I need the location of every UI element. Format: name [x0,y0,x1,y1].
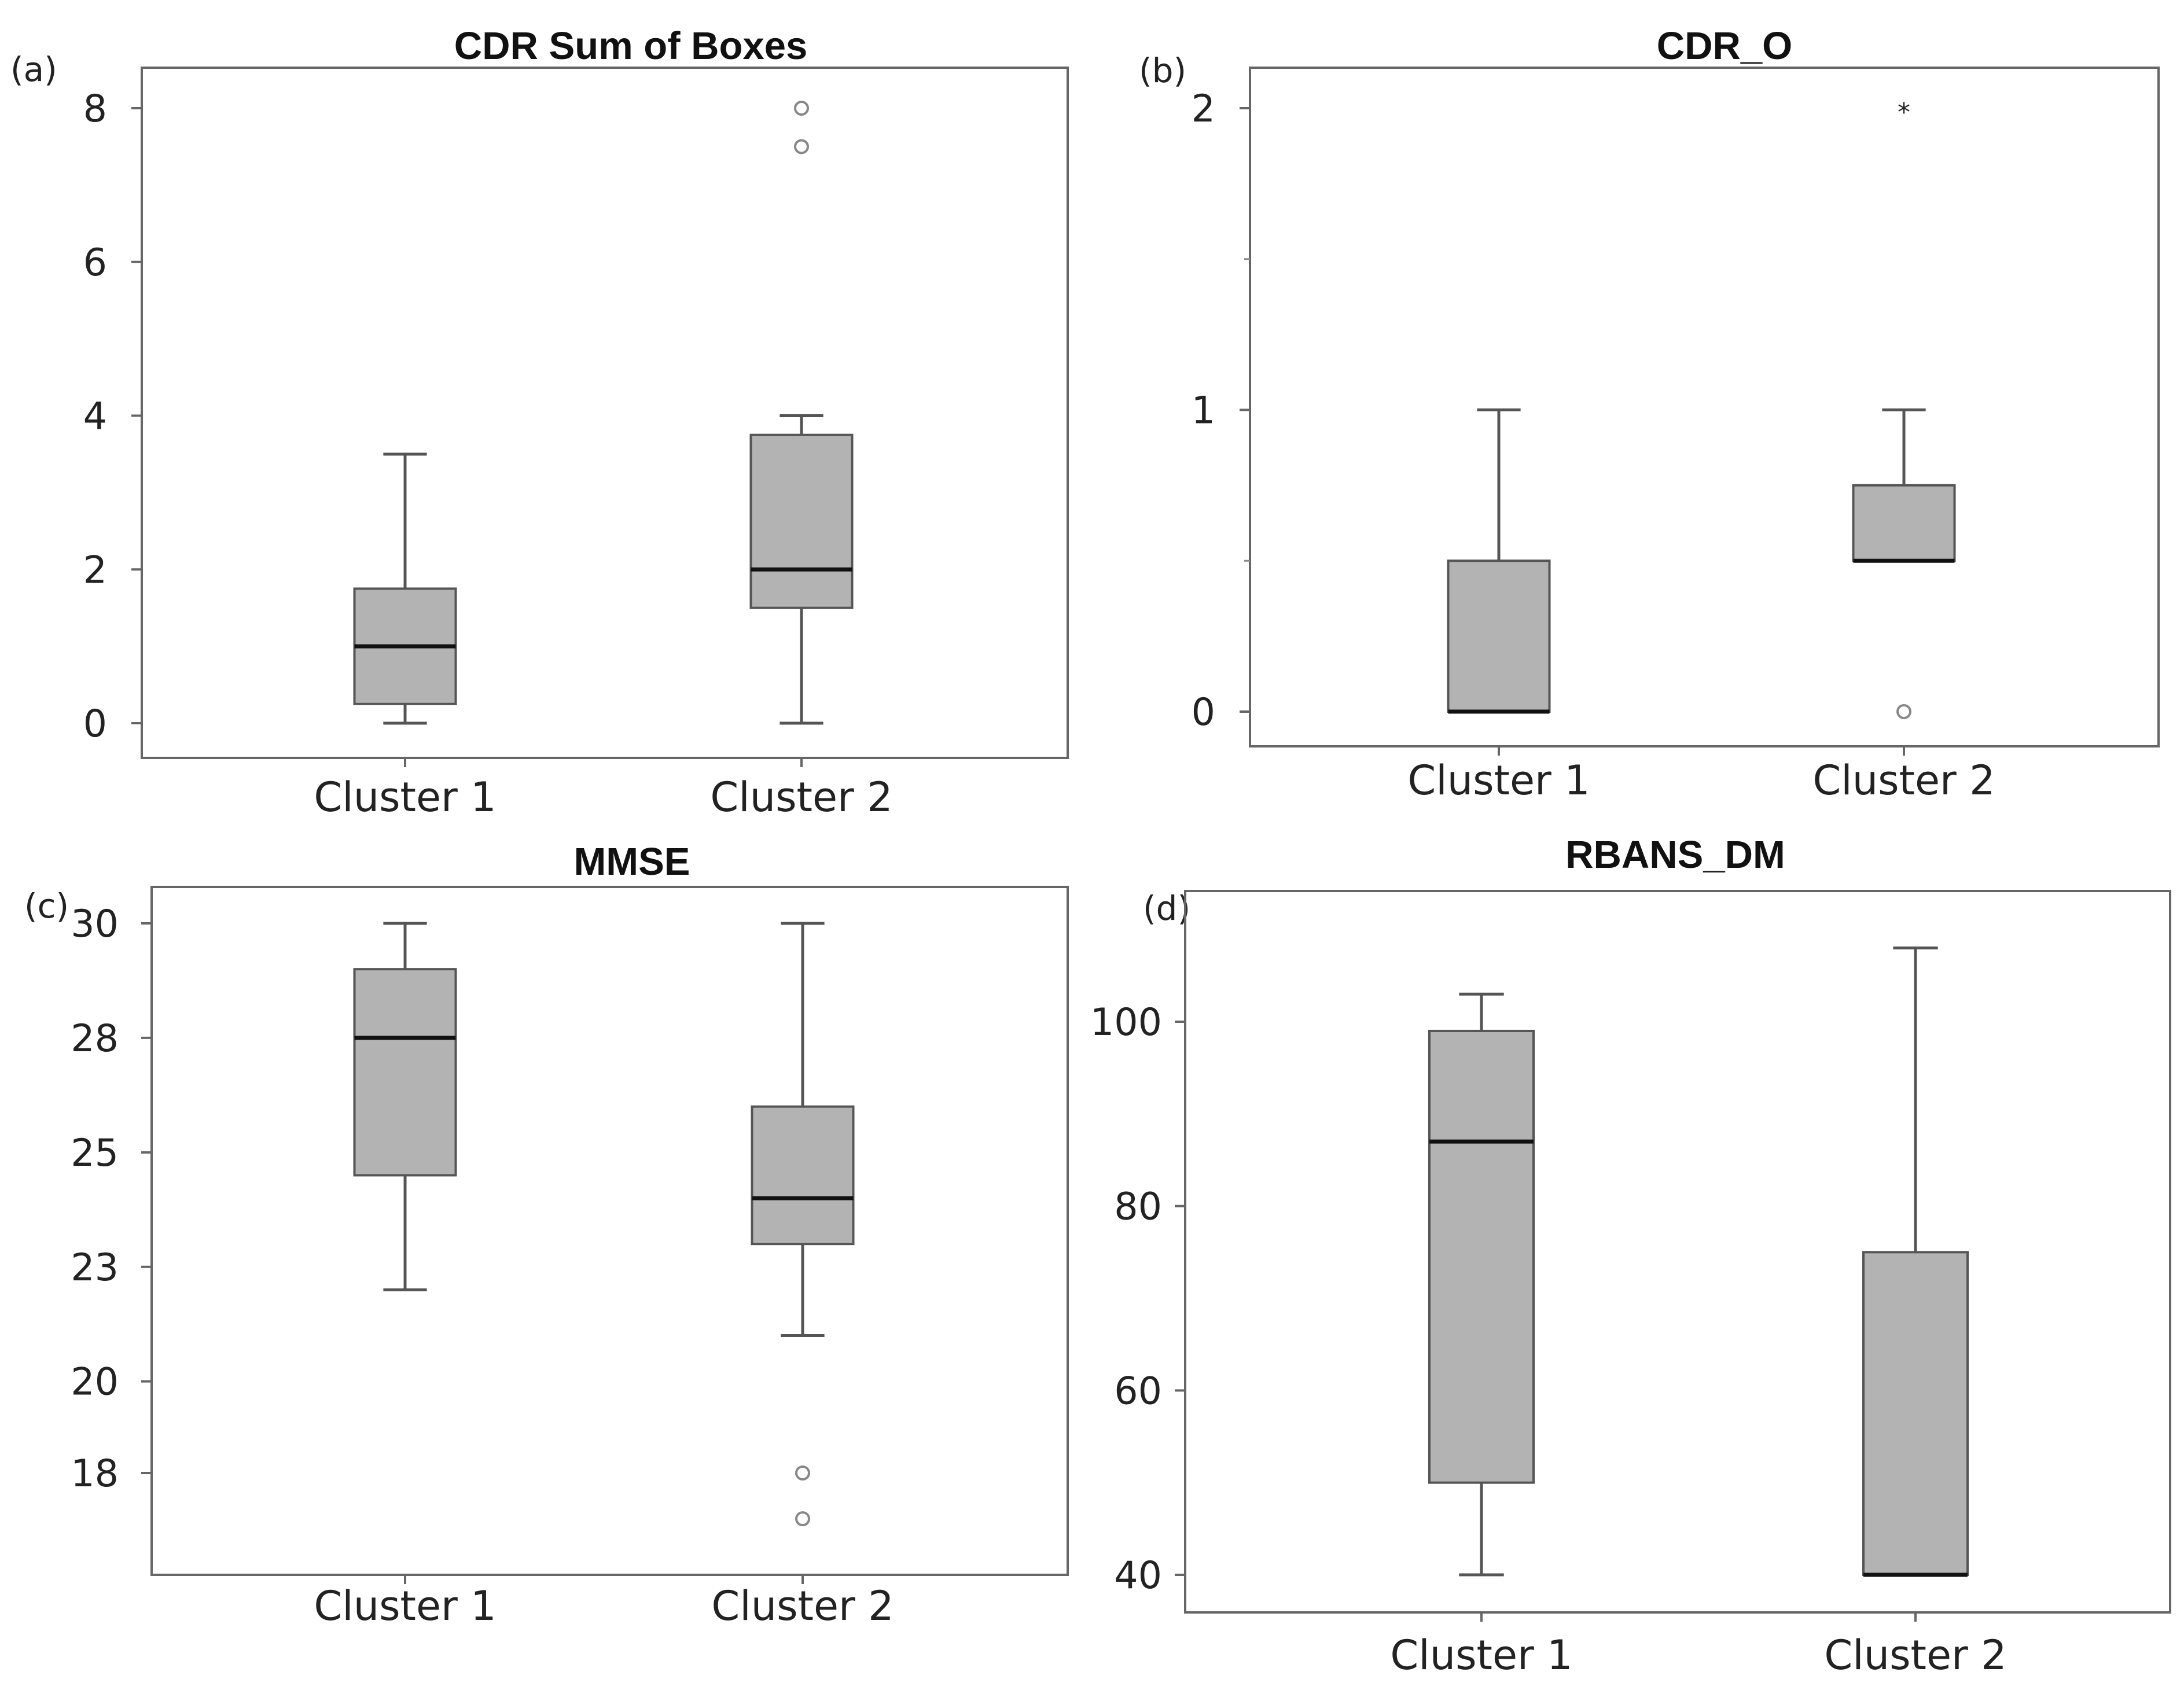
x-tick-label: Cluster 2 [710,774,892,821]
panel-label: (d) [1143,889,1190,928]
x-tick-label: Cluster 1 [314,1582,496,1630]
box-body [751,1105,855,1246]
extreme-point: * [1898,98,1910,127]
box-1 [353,922,457,1291]
plot-frame [141,67,1069,759]
y-tick-label: 2 [1192,87,1215,131]
panel-mmse: (c) MMSE 18 20 23 25 28 30 Cluster 1 Cluster 2 [24,840,1069,1630]
outlier-point [794,101,809,116]
y-tick-label: 4 [83,395,107,439]
y-tick-label: 23 [71,1246,119,1290]
y-tick-label: 1 [1192,389,1215,433]
x-tick-label: Cluster 2 [711,1582,894,1630]
box-body [1428,1029,1535,1484]
panel-label: (c) [24,886,69,926]
y-tick-label: 0 [1192,691,1215,734]
y-tick-label: 80 [1114,1185,1162,1229]
panel-label: (a) [10,50,57,89]
y-tick-label: 2 [83,548,107,592]
y-tick-label: 30 [71,903,119,946]
plot-frame [1249,67,2160,747]
outlier-point [795,1511,810,1527]
box-2 [751,922,855,1527]
y-tick-label: 25 [71,1132,119,1175]
x-tick-label: Cluster 1 [1407,757,1590,804]
outlier-point [795,1465,810,1481]
chart-title: MMSE [574,840,690,883]
plot-frame [150,886,1069,1576]
box-body [1862,1251,1969,1576]
outlier-point [794,139,809,154]
x-tick-label: Cluster 2 [1824,1632,2006,1679]
y-tick-label: 60 [1114,1369,1162,1413]
box-2 [1862,947,1969,1577]
y-tick-label: 20 [71,1361,119,1404]
box-2 [749,101,854,725]
outlier-point [1896,704,1911,719]
panel-rbans-dm: (d) RBANS_DM 40 60 80 100 Cluster 1 Cluster 2 [1090,833,2171,1679]
panel-label: (b) [1139,51,1186,90]
box-1 [1428,992,1535,1577]
box-body [1852,484,1956,562]
box-body [1447,559,1551,713]
y-tick-label: 18 [71,1452,119,1496]
box-1 [353,452,457,725]
panel-cdr-o: (b) CDR_O 0 1 2 Cluster 1 Cluster 2 * [1139,24,2160,804]
y-tick-label: 100 [1090,1001,1162,1044]
y-tick-label: 40 [1114,1554,1162,1597]
x-tick-label: Cluster 1 [314,774,496,821]
y-tick-label: 28 [71,1017,119,1060]
y-tick-label: 6 [83,241,107,285]
x-tick-label: Cluster 2 [1812,757,1995,804]
y-tick-label: 8 [83,87,107,131]
plot-frame [1184,890,2171,1614]
box-1 [1447,408,1551,714]
x-tick-label: Cluster 1 [1390,1632,1572,1679]
chart-title: CDR Sum of Boxes [454,24,808,68]
box-2 [1852,408,1956,719]
panel-cdr-sum-of-boxes: (a) CDR Sum of Boxes 0 2 4 6 8 Cluster 1 Clust… [10,24,1069,821]
box-body [353,968,457,1177]
y-tick-label: 0 [83,702,107,746]
chart-title: CDR_O [1657,24,1793,68]
chart-title: RBANS_DM [1565,833,1785,877]
box-body [749,433,854,609]
